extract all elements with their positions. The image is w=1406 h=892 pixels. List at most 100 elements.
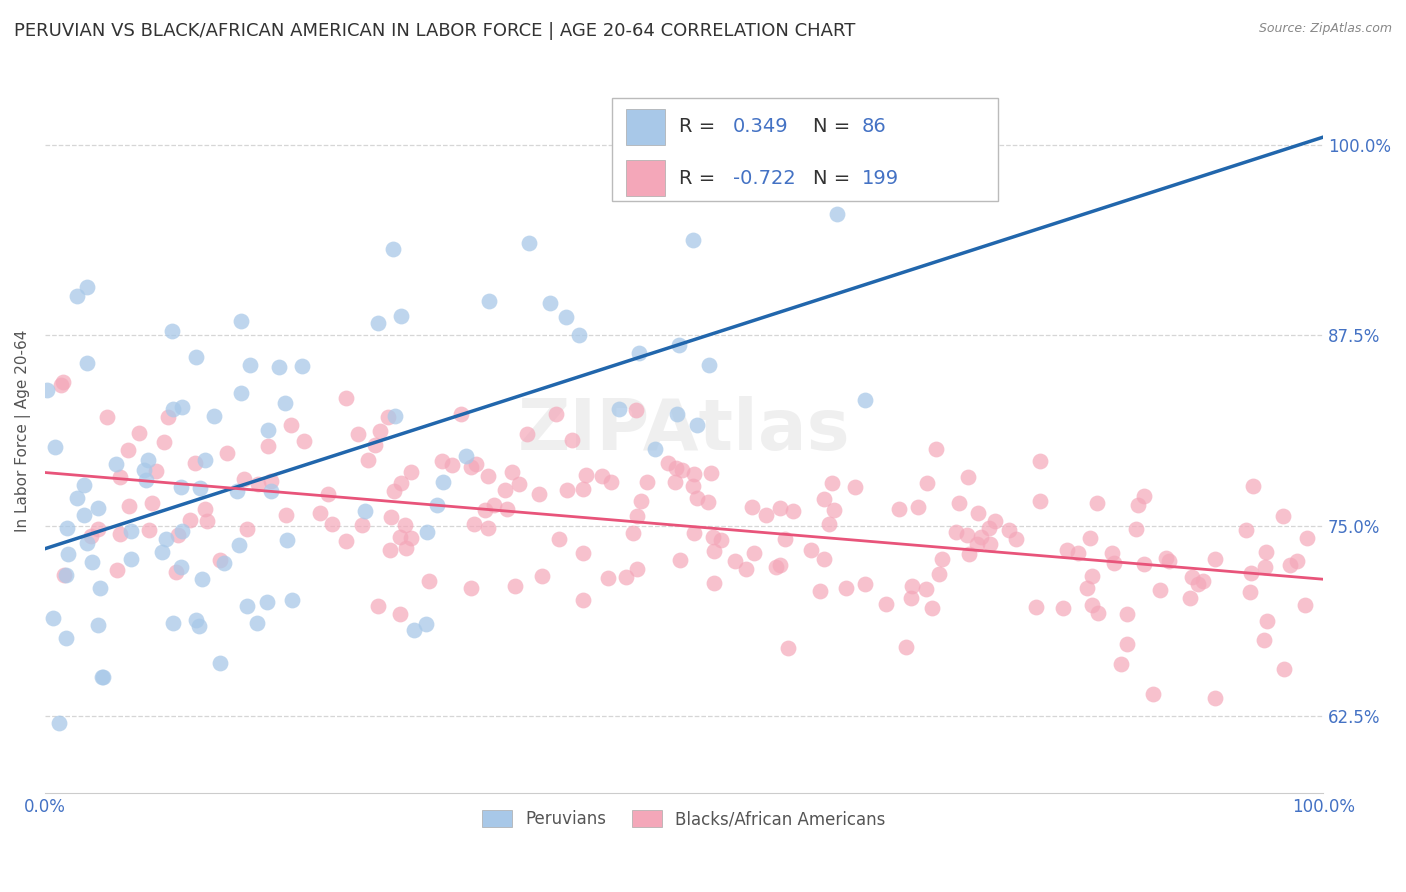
Point [128,425,150,440]
Point [179,513,201,527]
Point [399,531,422,545]
Point [555,310,578,325]
Point [160,324,183,338]
Point [1078,531,1101,545]
Point [813,551,835,566]
Point [1081,568,1104,582]
Point [52,375,75,389]
Legend: Peruvians, Blacks/African Americans: Peruvians, Blacks/African Americans [475,804,893,835]
Point [184,456,207,470]
Point [394,518,416,533]
Point [823,503,845,517]
Point [76,355,98,369]
Point [644,442,666,456]
Point [388,530,411,544]
Point [138,523,160,537]
Point [626,509,648,524]
Point [853,393,876,408]
Point [86,500,108,515]
Point [782,504,804,518]
Point [135,473,157,487]
Point [155,532,177,546]
Point [169,560,191,574]
Point [55,567,77,582]
Point [246,615,269,630]
Point [696,494,718,508]
Point [1187,577,1209,591]
Point [1204,552,1226,566]
Text: 86: 86 [862,118,887,136]
Y-axis label: In Labor Force | Age 20-64: In Labor Force | Age 20-64 [15,329,31,532]
Point [91,670,114,684]
Point [382,242,405,256]
Point [186,350,208,364]
Point [948,496,970,510]
Point [979,537,1001,551]
Point [76,280,98,294]
Point [292,434,315,449]
Point [56,547,79,561]
Point [683,467,706,481]
Point [983,515,1005,529]
Point [1028,494,1050,508]
Point [931,552,953,566]
Point [572,546,595,560]
Point [184,613,207,627]
Text: ZIPAtlas: ZIPAtlas [517,396,851,465]
Point [232,472,254,486]
Point [280,592,302,607]
Text: -0.722: -0.722 [733,169,796,187]
Point [821,475,844,490]
Point [460,582,482,596]
Point [229,314,252,328]
Point [454,449,477,463]
Point [1056,543,1078,558]
Point [194,453,217,467]
Point [96,409,118,424]
Point [755,508,778,522]
Point [956,469,979,483]
Point [463,516,485,531]
Point [724,554,747,568]
Text: R =: R = [679,118,721,136]
Point [44,440,66,454]
Point [703,543,725,558]
Point [162,402,184,417]
Point [624,403,647,417]
Point [415,616,437,631]
Point [377,410,399,425]
Point [703,576,725,591]
Point [482,499,505,513]
Point [1109,657,1132,672]
Point [1052,600,1074,615]
Point [894,640,917,654]
Point [538,296,561,310]
Point [388,607,411,621]
Point [914,582,936,596]
Point [117,442,139,457]
Text: 0.349: 0.349 [733,118,789,136]
Point [335,391,357,405]
Point [596,571,619,585]
Point [607,401,630,416]
Point [1294,598,1316,612]
Point [150,545,173,559]
Point [118,500,141,514]
Point [145,463,167,477]
Point [276,533,298,547]
Point [742,546,765,560]
Point [1272,662,1295,676]
Point [686,418,709,433]
Point [418,574,440,589]
Point [170,480,193,494]
Point [188,481,211,495]
Point [156,410,179,425]
Point [141,496,163,510]
Point [1126,498,1149,512]
Point [1085,495,1108,509]
Point [166,528,188,542]
Point [1272,509,1295,524]
Point [702,530,724,544]
Point [416,524,439,539]
Point [1149,583,1171,598]
